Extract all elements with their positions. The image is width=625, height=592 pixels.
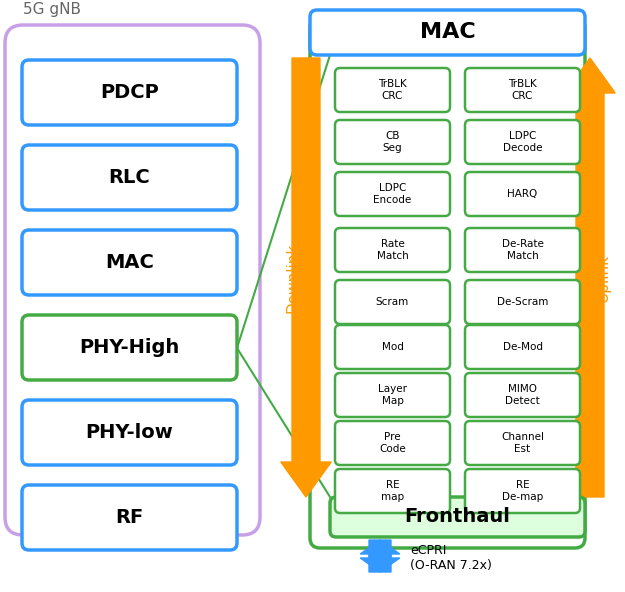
Text: Mod: Mod [381,342,404,352]
FancyBboxPatch shape [465,172,580,216]
FancyBboxPatch shape [22,230,237,295]
FancyBboxPatch shape [465,280,580,324]
FancyBboxPatch shape [335,172,450,216]
Polygon shape [360,540,400,572]
Text: TrBLK
CRC: TrBLK CRC [378,79,407,101]
FancyBboxPatch shape [22,400,237,465]
Text: Rate
Match: Rate Match [377,239,408,261]
Text: HARQ: HARQ [508,189,538,199]
FancyBboxPatch shape [465,68,580,112]
FancyBboxPatch shape [22,60,237,125]
Text: De-Scram: De-Scram [497,297,548,307]
Text: 5G gNB: 5G gNB [23,2,81,17]
Text: TrBLK
CRC: TrBLK CRC [508,79,537,101]
Polygon shape [360,540,400,572]
FancyBboxPatch shape [22,485,237,550]
Text: LDPC
Decode: LDPC Decode [503,131,542,153]
FancyBboxPatch shape [22,145,237,210]
FancyBboxPatch shape [465,469,580,513]
Text: MIMO
Detect: MIMO Detect [505,384,540,406]
Text: De-Rate
Match: De-Rate Match [501,239,544,261]
FancyBboxPatch shape [22,315,237,380]
FancyBboxPatch shape [5,25,260,535]
FancyBboxPatch shape [465,120,580,164]
Text: CB
Seg: CB Seg [382,131,402,153]
Text: Downlink: Downlink [286,243,301,313]
FancyBboxPatch shape [335,280,450,324]
Text: Channel
Est: Channel Est [501,432,544,454]
Text: Uplink: Uplink [596,254,611,302]
Text: Scram: Scram [376,297,409,307]
Text: RE
De-map: RE De-map [502,480,543,502]
Text: LDPC
Encode: LDPC Encode [373,183,412,205]
FancyBboxPatch shape [335,325,450,369]
FancyBboxPatch shape [465,421,580,465]
Text: RE
map: RE map [381,480,404,502]
Text: RLC: RLC [109,168,151,187]
FancyBboxPatch shape [335,228,450,272]
Text: PDCP: PDCP [100,83,159,102]
Polygon shape [565,58,615,497]
Text: eCPRI
(O-RAN 7.2x): eCPRI (O-RAN 7.2x) [410,544,492,572]
Text: PHY-High: PHY-High [79,338,179,357]
Text: MAC: MAC [105,253,154,272]
FancyBboxPatch shape [465,228,580,272]
Text: MAC: MAC [419,22,476,43]
Text: Pre
Code: Pre Code [379,432,406,454]
Polygon shape [281,58,331,497]
FancyBboxPatch shape [335,120,450,164]
FancyBboxPatch shape [310,18,585,548]
FancyBboxPatch shape [335,421,450,465]
Text: PHY-low: PHY-low [86,423,173,442]
FancyBboxPatch shape [335,373,450,417]
FancyBboxPatch shape [330,497,585,537]
Text: De-Mod: De-Mod [503,342,542,352]
Text: Layer
Map: Layer Map [378,384,407,406]
FancyBboxPatch shape [335,469,450,513]
FancyBboxPatch shape [335,68,450,112]
FancyBboxPatch shape [310,10,585,55]
Text: RF: RF [116,508,144,527]
Text: Fronthaul: Fronthaul [404,507,511,526]
FancyBboxPatch shape [465,373,580,417]
FancyBboxPatch shape [465,325,580,369]
